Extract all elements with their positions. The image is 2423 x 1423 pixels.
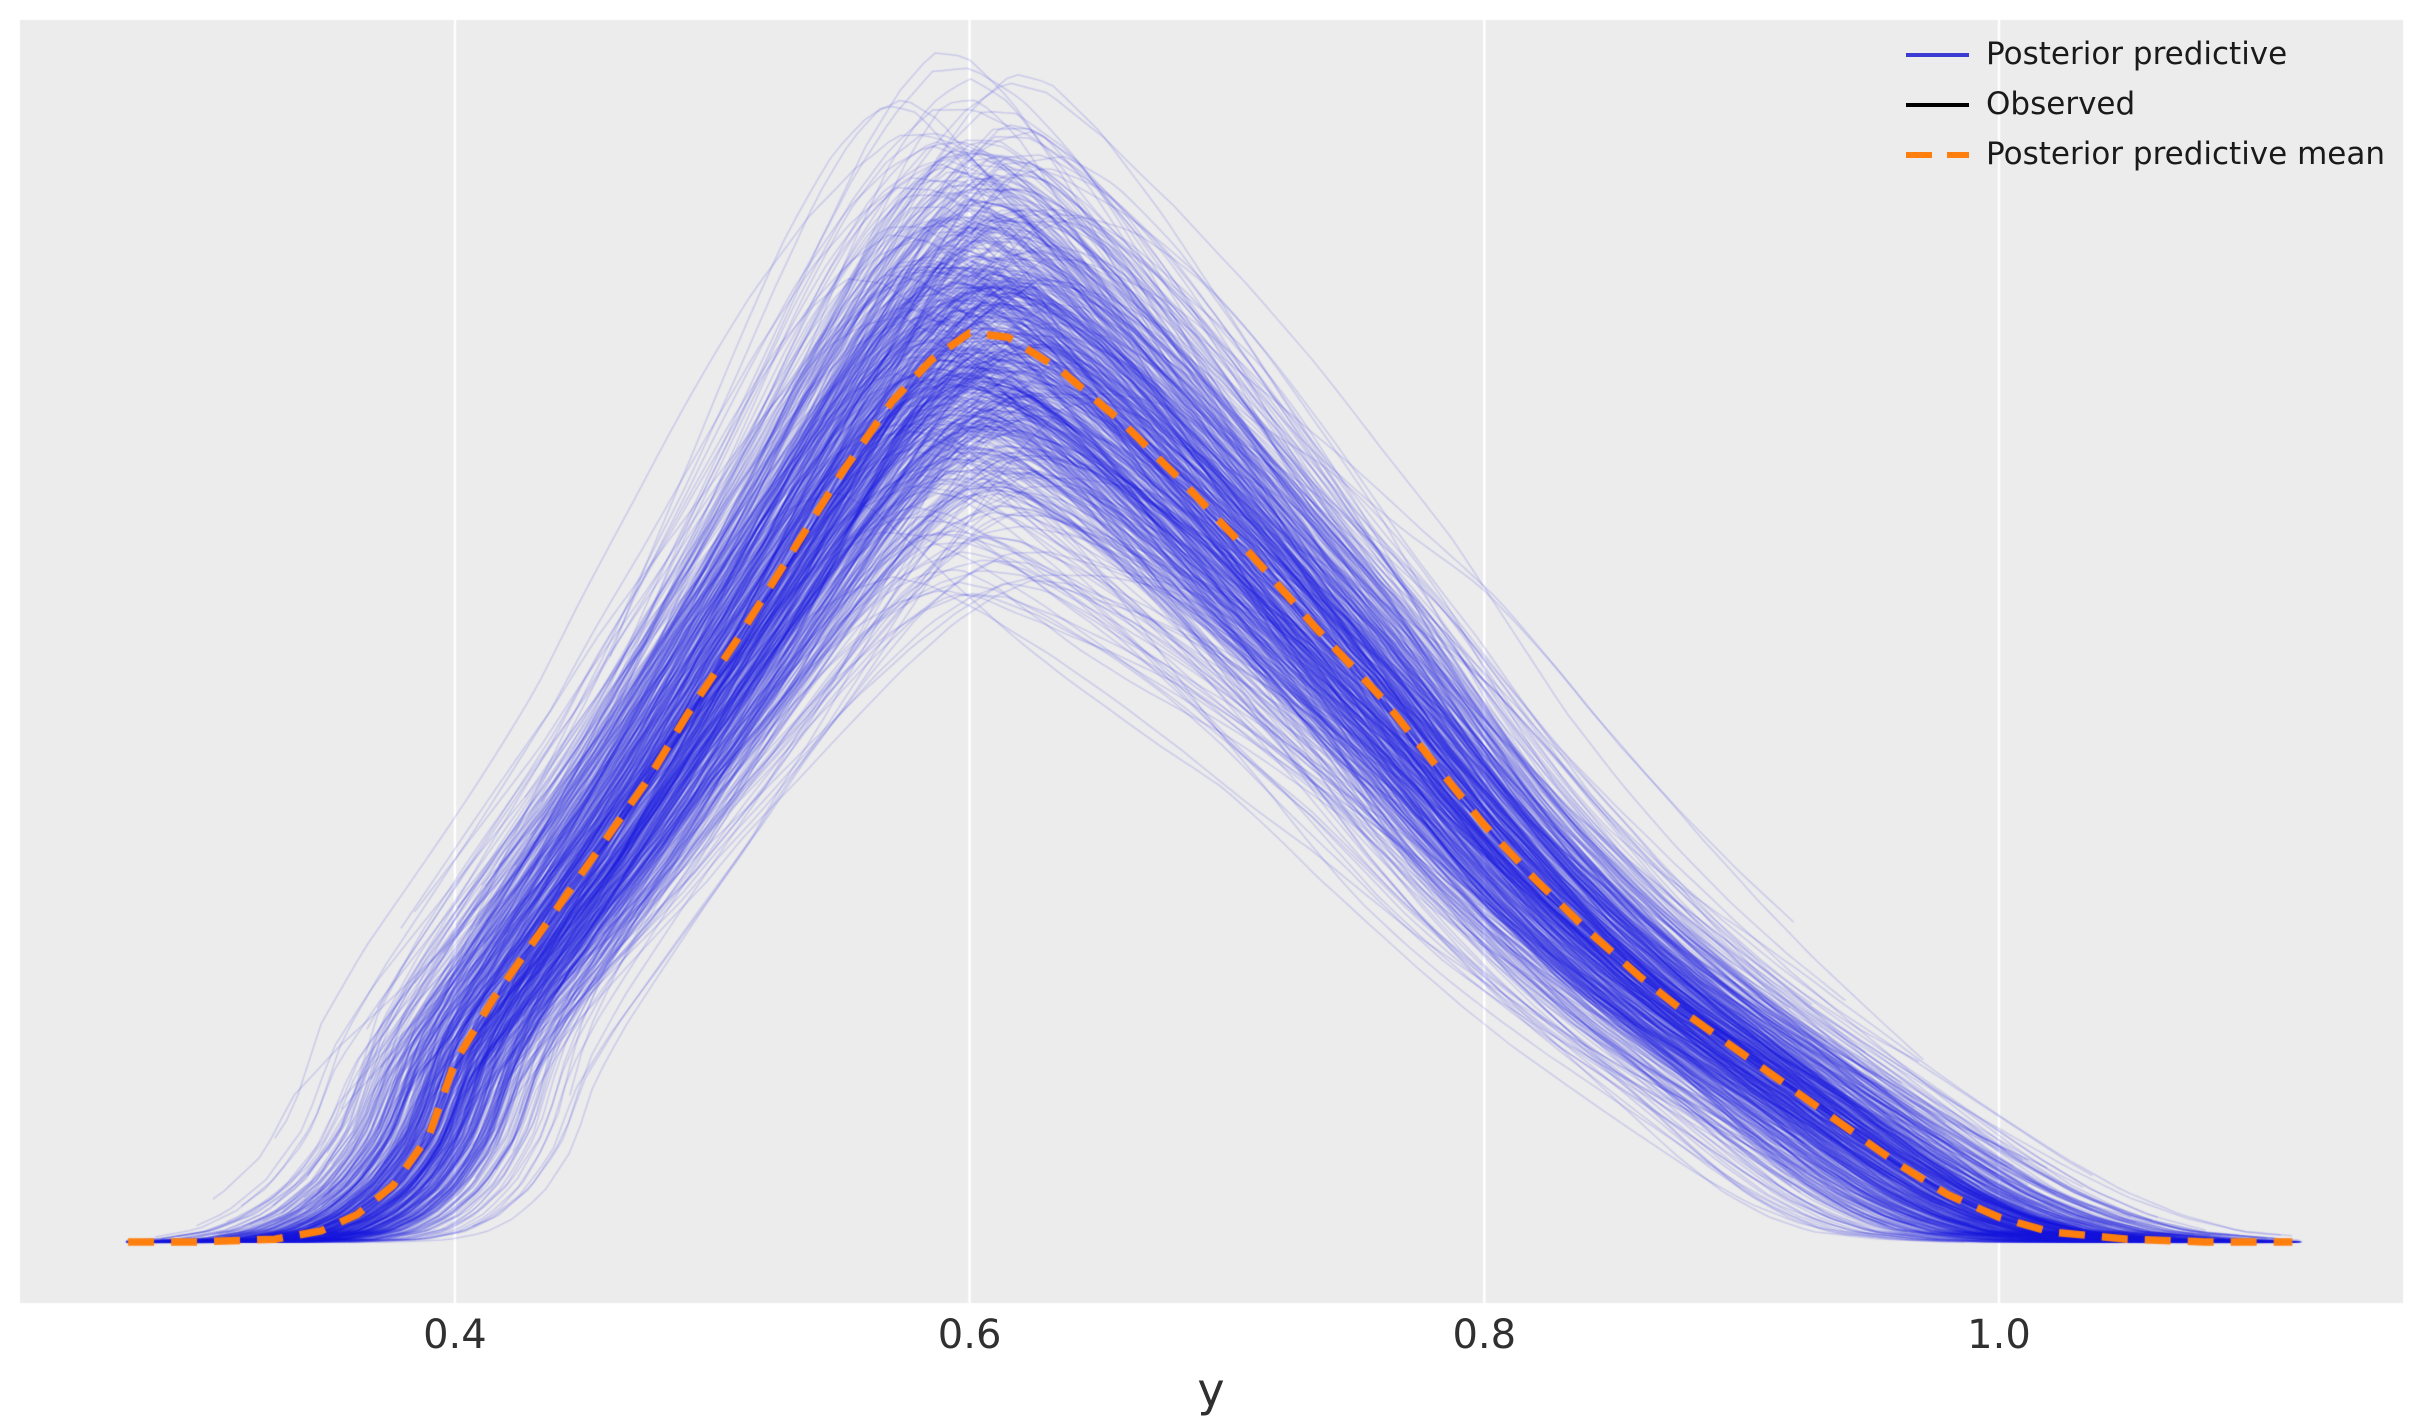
legend-label-observed: Observed [1986,86,2136,122]
legend-label-posterior-predictive: Posterior predictive [1986,36,2288,72]
legend-item-posterior-predictive-mean: Posterior predictive mean [1906,134,2385,175]
legend: Posterior predictive Observed Posterior pr… [1906,34,2385,175]
legend-line-observed-icon [1906,102,1970,107]
legend-item-posterior-predictive: Posterior predictive [1906,34,2385,75]
legend-label-posterior-predictive-mean: Posterior predictive mean [1986,136,2385,172]
legend-line-posterior-predictive-mean-icon [1906,151,1970,158]
x-axis-label: y [1197,1363,1225,1417]
legend-line-posterior-predictive-icon [1906,52,1970,57]
legend-item-observed: Observed [1906,84,2385,125]
